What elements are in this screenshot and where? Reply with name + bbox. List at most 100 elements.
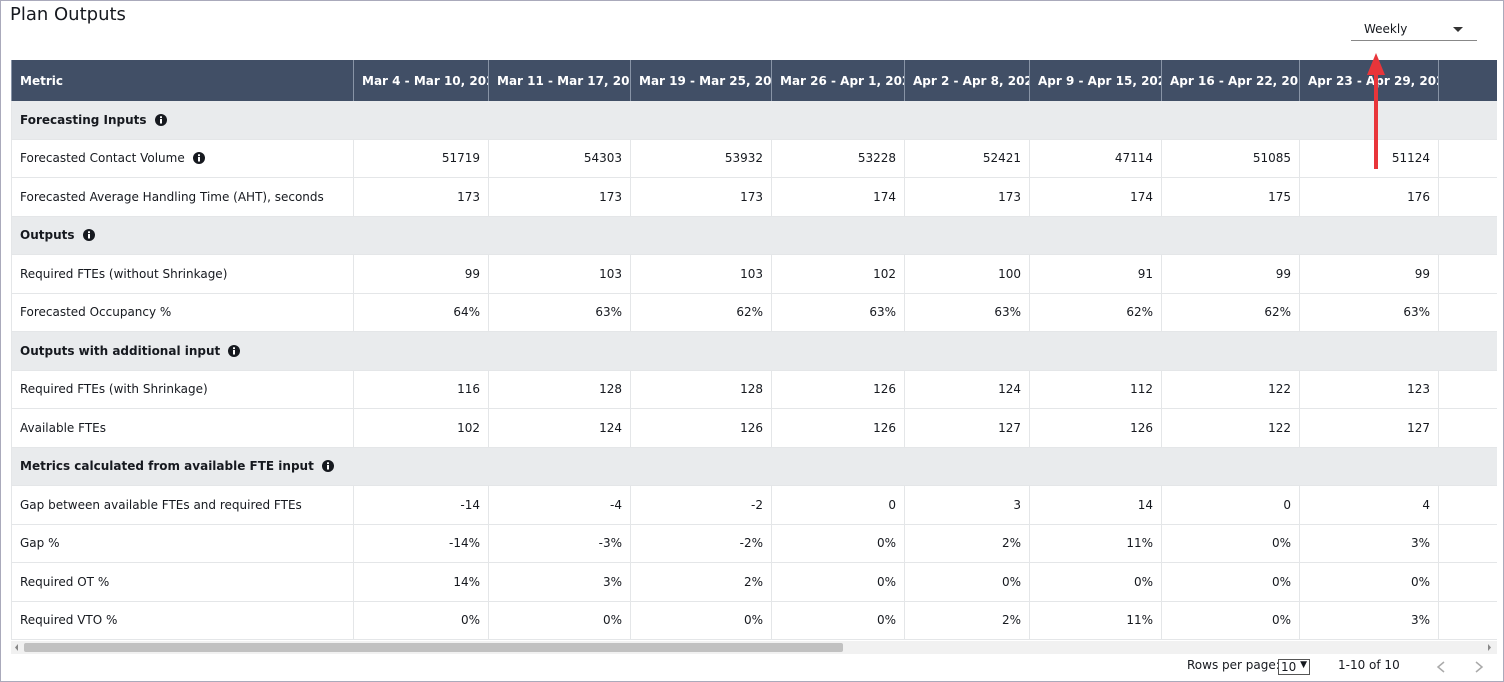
value-cell — [1438, 177, 1497, 217]
value-cell: 51719 — [353, 139, 489, 178]
value-cell: 0% — [353, 601, 489, 640]
section-row: Forecasting Inputs — [11, 101, 1497, 140]
column-header: Apr 23 - Apr 29, 2022 — [1299, 60, 1439, 101]
value-cell: 175 — [1161, 177, 1300, 217]
value-cell: 124 — [488, 408, 631, 448]
value-cell: 173 — [904, 177, 1030, 217]
value-cell: 124 — [904, 370, 1030, 409]
metric-label: Forecasted Contact Volume — [20, 151, 185, 166]
rows-per-page-select[interactable]: 10 ▼ — [1278, 659, 1310, 675]
section-title: Forecasting Inputs — [20, 112, 147, 127]
section-cell: Outputs with additional input — [11, 331, 1497, 371]
value-cell: 126 — [630, 408, 772, 448]
value-cell: 102 — [771, 254, 905, 294]
metric-cell: Required FTEs (without Shrinkage) — [11, 254, 354, 294]
value-cell — [1438, 139, 1497, 178]
value-cell: 11% — [1029, 601, 1162, 640]
value-cell: 4 — [1299, 485, 1439, 525]
value-cell: 53932 — [630, 139, 772, 178]
value-cell: 52421 — [904, 139, 1030, 178]
value-cell: 128 — [488, 370, 631, 409]
scroll-left[interactable] — [15, 644, 18, 651]
scroll-right[interactable] — [1488, 644, 1491, 651]
metric-label: Required FTEs (with Shrinkage) — [20, 382, 208, 397]
value-cell: 3 — [904, 485, 1030, 525]
column-header: Mar 19 - Mar 25, 2022 — [630, 60, 772, 101]
value-cell: 126 — [771, 370, 905, 409]
value-cell: 3% — [488, 562, 631, 602]
metric-label: Forecasted Occupancy % — [20, 305, 172, 320]
view-select[interactable]: Weekly — [1351, 19, 1477, 41]
caret: ▼ — [1300, 660, 1307, 670]
column-header: Mar 26 - Apr 1, 2022 — [771, 60, 905, 101]
view-select-value: Weekly — [1364, 22, 1408, 36]
column-header: Mar 4 - Mar 10, 2022 — [353, 60, 489, 101]
value-cell: 126 — [1029, 408, 1162, 448]
metric-label: Required VTO % — [20, 613, 118, 628]
value-cell: -14 — [353, 485, 489, 525]
metric-cell: Available FTEs — [11, 408, 354, 448]
info-icon[interactable] — [154, 113, 167, 126]
value-cell — [1438, 408, 1497, 448]
value-cell: 100 — [904, 254, 1030, 294]
value-cell: 128 — [630, 370, 772, 409]
value-cell — [1438, 254, 1497, 294]
value-cell: 64% — [353, 293, 489, 332]
data-row: Required VTO % 0% 0% 0% 0% 2% 11% 0% 3% — [11, 601, 1497, 640]
value-cell: 0% — [1161, 524, 1300, 563]
info-icon[interactable] — [321, 460, 334, 473]
data-row: Required FTEs (with Shrinkage) 116 128 128 1… — [11, 370, 1497, 409]
value-cell: 112 — [1029, 370, 1162, 409]
metric-cell: Required FTEs (with Shrinkage) — [11, 370, 354, 409]
value-cell: 14% — [353, 562, 489, 602]
next-page[interactable] — [1475, 661, 1484, 673]
value-cell: 103 — [488, 254, 631, 294]
metric-cell: Gap % — [11, 524, 354, 563]
value-cell: 126 — [771, 408, 905, 448]
value-cell: 63% — [904, 293, 1030, 332]
value-cell: 63% — [1299, 293, 1439, 332]
value-cell: 0% — [1161, 601, 1300, 640]
column-header: Apr 30 - M — [1438, 60, 1497, 101]
value-cell: 2% — [904, 524, 1030, 563]
column-header: Apr 2 - Apr 8, 2022 — [904, 60, 1030, 101]
metric-cell: Forecasted Contact Volume — [11, 139, 354, 178]
value-cell: 173 — [488, 177, 631, 217]
info-icon[interactable] — [228, 344, 241, 357]
value-cell: 99 — [1161, 254, 1300, 294]
value-cell: 0% — [904, 562, 1030, 602]
value-cell: 62% — [1029, 293, 1162, 332]
value-cell: 103 — [630, 254, 772, 294]
section-row: Metrics calculated from available FTE in… — [11, 447, 1497, 486]
value-cell: 123 — [1299, 370, 1439, 409]
value-cell: 63% — [771, 293, 905, 332]
data-row: Forecasted Average Handling Time (AHT), … — [11, 177, 1497, 217]
section-row: Outputs — [11, 216, 1497, 255]
section-title: Metrics calculated from available FTE in… — [20, 459, 314, 474]
value-cell: -2% — [630, 524, 772, 563]
value-cell — [1438, 293, 1497, 332]
info-icon[interactable] — [192, 152, 205, 165]
data-row: Forecasted Occupancy % 64% 63% 62% 63% 63% 62%… — [11, 293, 1497, 332]
data-row: Gap between available FTEs and required … — [11, 485, 1497, 525]
prev-page[interactable] — [1436, 661, 1445, 673]
scrollbar-thumb[interactable] — [24, 643, 843, 652]
metric-label: Available FTEs — [20, 420, 106, 435]
value-cell: 0 — [771, 485, 905, 525]
value-cell: 0% — [771, 601, 905, 640]
metric-cell: Forecasted Occupancy % — [11, 293, 354, 332]
value-cell: 3% — [1299, 601, 1439, 640]
value-cell — [1438, 601, 1497, 640]
value-cell: 0% — [1029, 562, 1162, 602]
value-cell: 173 — [630, 177, 772, 217]
value-cell — [1438, 370, 1497, 409]
column-header: Mar 11 - Mar 17, 2022 — [488, 60, 631, 101]
scrollbar-track — [11, 641, 1497, 654]
info-icon[interactable] — [82, 229, 95, 242]
value-cell: 0% — [1299, 562, 1439, 602]
value-cell: 122 — [1161, 370, 1300, 409]
value-cell: 173 — [353, 177, 489, 217]
section-title: Outputs — [20, 228, 75, 243]
